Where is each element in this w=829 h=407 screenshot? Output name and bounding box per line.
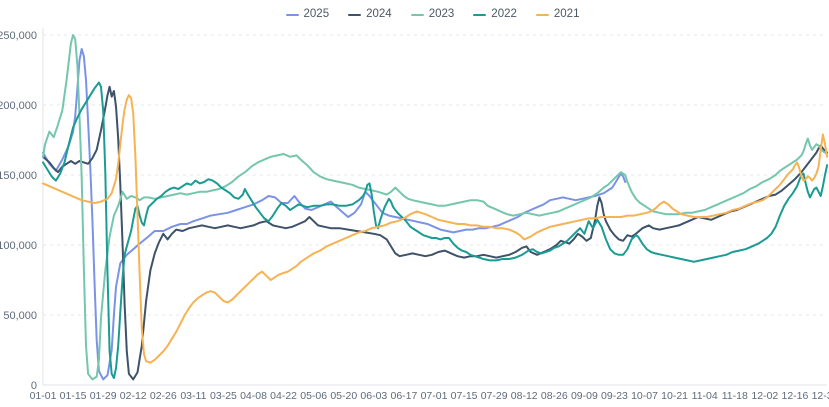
y-axis-label: 0	[31, 380, 37, 392]
y-axis-label: 100,000	[0, 240, 37, 252]
legend-label: 2024	[366, 8, 392, 21]
x-axis-label: 05-06	[300, 390, 327, 402]
series-line-2025[interactable]	[42, 48, 627, 381]
legend-item-2025[interactable]: 2025	[285, 8, 330, 21]
legend-item-2022[interactable]: 2022	[473, 9, 517, 21]
legend-label: 2023	[428, 8, 455, 21]
x-axis-label: 03-11	[180, 390, 206, 402]
x-axis-label: 06-03	[360, 390, 387, 402]
x-axis-label: 11-18	[722, 390, 748, 402]
legend-item-2021[interactable]: 2021	[535, 8, 580, 21]
x-axis-label: 01-15	[60, 390, 87, 402]
x-axis-label: 12-30	[812, 390, 829, 402]
x-axis-label: 07-01	[421, 390, 448, 402]
x-axis-label: 04-22	[270, 390, 297, 402]
legend-line-marker	[285, 13, 299, 17]
x-axis-label: 08-26	[541, 390, 568, 402]
legend-label: 2025	[303, 8, 330, 21]
x-axis-label: 08-12	[511, 390, 538, 402]
legend-item-2024[interactable]: 2024	[348, 9, 392, 21]
legend-line-marker	[348, 13, 362, 17]
x-axis-label: 06-17	[390, 390, 417, 402]
x-axis-label: 01-29	[90, 390, 117, 402]
x-axis-label: 02-12	[120, 390, 147, 402]
x-axis-label: 10-21	[661, 390, 688, 402]
x-axis-label: 10-07	[631, 390, 658, 402]
legend-line-marker	[473, 13, 487, 17]
y-axis-label: 250,000	[0, 30, 37, 42]
x-axis-label: 03-25	[210, 390, 237, 402]
x-axis-label: 07-15	[451, 390, 478, 402]
chart-legend: 2025 2024 2023 2022 2021	[0, 6, 829, 24]
x-axis-label: 11-04	[692, 390, 718, 402]
x-axis-label: 02-26	[150, 390, 177, 402]
x-axis-label: 12-02	[751, 390, 778, 402]
x-axis-label: 05-20	[330, 390, 357, 402]
legend-item-2023[interactable]: 2023	[410, 8, 455, 21]
y-axis-label: 150,000	[0, 170, 37, 182]
legend-label: 2021	[553, 8, 580, 21]
x-axis-label: 01-01	[30, 390, 57, 402]
x-axis-label: 09-09	[571, 390, 598, 402]
series-line-2022[interactable]	[42, 81, 829, 379]
legend-label: 2022	[491, 8, 517, 21]
x-axis-label: 07-29	[481, 390, 508, 402]
x-axis-label: 04-08	[240, 390, 267, 402]
legend-line-marker	[535, 13, 549, 17]
legend-line-marker	[410, 13, 424, 17]
x-axis-label: 12-16	[781, 390, 808, 402]
y-axis-label: 200,000	[0, 100, 37, 112]
series-line-2023[interactable]	[42, 34, 829, 381]
series-line-2021[interactable]	[42, 94, 829, 364]
x-axis-label: 09-23	[601, 390, 628, 402]
y-axis-label: 50,000	[3, 310, 37, 322]
series-line-2024[interactable]	[42, 85, 829, 381]
